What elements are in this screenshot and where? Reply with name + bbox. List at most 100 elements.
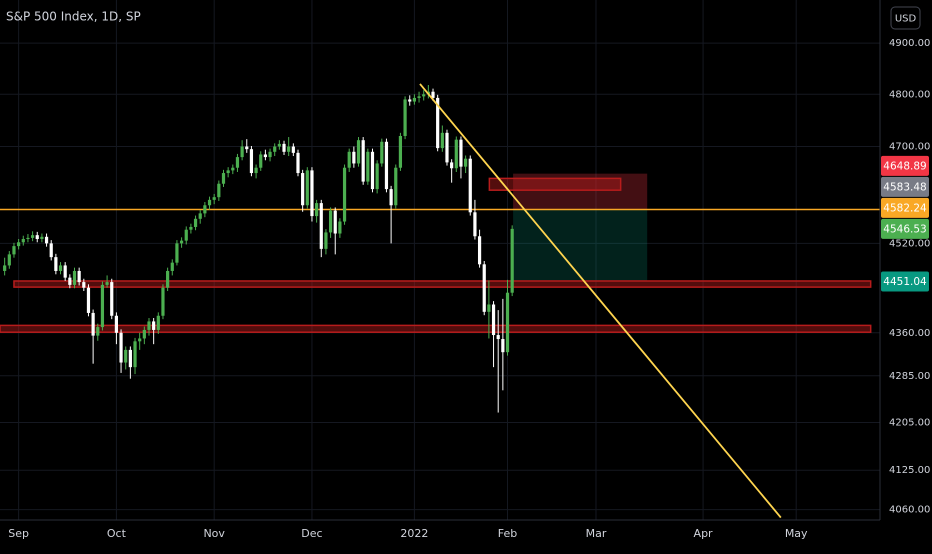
candle-body xyxy=(128,349,132,368)
y-tick-label: 4360.00 xyxy=(889,328,930,339)
candle-body xyxy=(263,154,267,158)
candle-body xyxy=(436,97,440,149)
candle-body xyxy=(361,140,365,182)
candle-body xyxy=(133,341,137,368)
candle-body xyxy=(273,146,277,152)
y-tick-label: 4205.00 xyxy=(889,418,930,429)
candle-body xyxy=(473,212,477,237)
candle-body xyxy=(7,254,11,266)
candle-body xyxy=(138,338,142,342)
price-label-box xyxy=(881,218,929,239)
candle-body xyxy=(459,139,463,167)
candle-body xyxy=(203,205,207,214)
candle-body xyxy=(114,315,119,333)
candle-body xyxy=(166,270,170,288)
candle-body xyxy=(35,235,39,239)
price-label: 4648.89 xyxy=(883,160,926,172)
candle-body xyxy=(333,210,337,234)
candle-body xyxy=(477,236,482,265)
candle-body xyxy=(72,270,77,285)
candle-body xyxy=(422,94,426,97)
candle-body xyxy=(21,238,25,243)
y-tick-label: 4800.00 xyxy=(889,89,930,100)
candle-body xyxy=(184,229,188,241)
candle-body xyxy=(347,151,351,168)
candle-body xyxy=(352,151,356,164)
candle-body xyxy=(124,349,128,363)
candle-body xyxy=(328,210,333,233)
candle-body xyxy=(319,203,323,249)
candle-body xyxy=(198,213,202,219)
zone xyxy=(13,280,872,288)
price-label: 4546.53 xyxy=(883,223,926,235)
zone xyxy=(0,324,872,333)
y-tick-label: 4285.00 xyxy=(889,371,930,382)
x-tick-label: Feb xyxy=(498,527,517,540)
candle-body xyxy=(58,265,63,271)
candle-body xyxy=(161,287,165,316)
chart-title: S&P 500 Index, 1D, SP xyxy=(6,10,141,24)
candle-body xyxy=(501,339,505,353)
candle-body xyxy=(366,151,370,182)
candle-body xyxy=(310,170,314,217)
candle-body xyxy=(431,91,435,98)
candle-body xyxy=(259,154,263,168)
y-tick-label: 4520.00 xyxy=(889,238,930,249)
candle-body xyxy=(30,235,35,238)
currency[interactable]: USD xyxy=(895,14,917,25)
price-label-box xyxy=(881,155,929,176)
candle-body xyxy=(170,262,174,271)
candle-body xyxy=(82,282,86,288)
candle-body xyxy=(468,158,472,213)
candle-body xyxy=(315,203,319,217)
candle-body xyxy=(445,132,449,163)
candle-body xyxy=(212,197,216,200)
price-label: 4583.48 xyxy=(883,181,926,193)
zone xyxy=(488,177,622,191)
y-tick-label: 4900.00 xyxy=(889,38,930,49)
x-tick-label: Apr xyxy=(694,527,714,540)
candle-body xyxy=(454,139,458,169)
axes: 4900.00 4800.00 4700.00 4520.00 4360.00 4285.… xyxy=(8,38,930,540)
candle-body xyxy=(380,141,384,164)
candle-body xyxy=(491,304,496,336)
y-tick-label: 4060.00 xyxy=(889,505,930,516)
candle-body xyxy=(110,282,114,316)
candle-body xyxy=(305,170,309,206)
candle-body xyxy=(482,264,486,312)
candle-body xyxy=(100,284,105,328)
candle-body xyxy=(235,157,240,168)
candle-body xyxy=(68,277,72,285)
candle-body xyxy=(231,167,235,171)
candle-body xyxy=(147,321,151,330)
candle-body xyxy=(510,228,514,293)
candle-body xyxy=(296,152,300,174)
candle-body xyxy=(496,335,500,340)
candle-body xyxy=(91,312,95,336)
price-label: 4451.04 xyxy=(883,276,927,288)
candle-body xyxy=(207,199,212,206)
candle-body xyxy=(240,146,244,158)
candle-body xyxy=(277,143,281,147)
candle-body xyxy=(254,167,258,174)
candle-body xyxy=(17,242,21,247)
candle-body xyxy=(342,167,347,222)
candle-body xyxy=(249,149,254,174)
candle-body xyxy=(119,332,123,363)
price-label-box xyxy=(881,176,929,197)
currency-box[interactable] xyxy=(890,6,921,30)
candle-body xyxy=(287,146,291,152)
candle-body xyxy=(412,97,416,102)
candle-body xyxy=(338,221,342,234)
x-tick-label: Nov xyxy=(203,527,225,540)
candle-body xyxy=(179,240,184,244)
candle-body xyxy=(175,243,179,263)
candle-body xyxy=(193,218,198,227)
candle-body xyxy=(40,236,44,239)
candle-body xyxy=(49,243,53,258)
candle-body xyxy=(394,167,398,206)
y-tick-label: 4125.00 xyxy=(889,465,930,476)
candle-body xyxy=(26,237,30,239)
candle-body xyxy=(450,162,454,169)
